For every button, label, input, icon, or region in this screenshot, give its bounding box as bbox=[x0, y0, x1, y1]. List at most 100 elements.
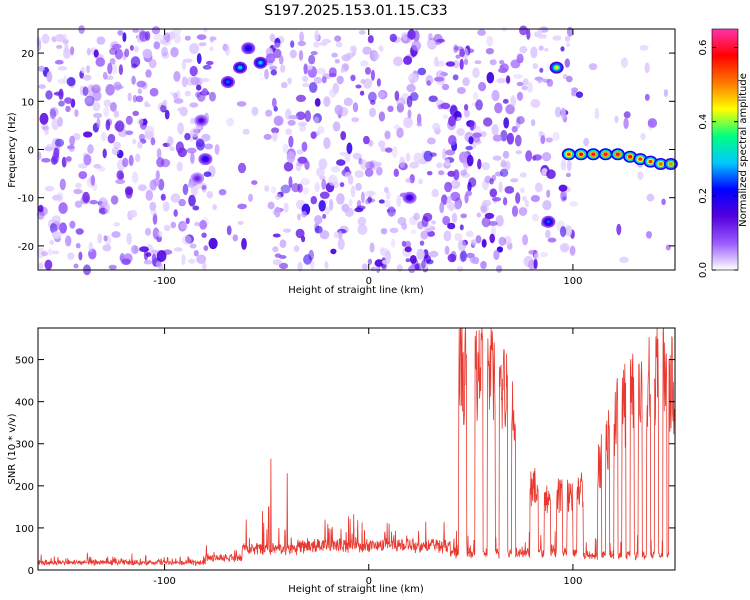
y-tick-label: 100 bbox=[15, 524, 34, 535]
spectrogram-cell bbox=[361, 263, 368, 270]
spectrogram-cell bbox=[182, 235, 192, 245]
spectrogram-cell bbox=[530, 195, 541, 202]
spectrogram-cell bbox=[396, 195, 402, 207]
spectrogram-cell bbox=[190, 117, 196, 125]
spectrogram-cell bbox=[558, 184, 568, 192]
spectrogram-cell bbox=[151, 249, 159, 255]
spectrogram-cell bbox=[644, 62, 650, 74]
spectrogram-cell bbox=[103, 235, 108, 242]
spectrogram-cell bbox=[242, 128, 250, 135]
spectrogram-cell bbox=[111, 63, 118, 75]
spectrogram-y-label: Frequency (Hz) bbox=[7, 112, 18, 188]
spectrogram-cell bbox=[272, 259, 282, 266]
spectrogram-cell bbox=[328, 67, 337, 77]
spectrogram-cell bbox=[78, 171, 88, 180]
spectrogram-cell bbox=[538, 45, 544, 51]
spectrogram-cell bbox=[270, 69, 277, 76]
spectrogram-cell bbox=[389, 227, 399, 233]
spectrogram-cell bbox=[272, 246, 279, 253]
spectrogram-cell bbox=[565, 172, 572, 178]
spectrogram-cell bbox=[646, 231, 652, 239]
spectrogram-cell bbox=[53, 91, 64, 96]
spectrogram-cell bbox=[532, 63, 538, 70]
spectrogram-cell bbox=[150, 137, 156, 146]
colorbar-tick-label: 0.0 bbox=[698, 262, 709, 278]
x-tick-label: 100 bbox=[563, 276, 582, 287]
spectrogram-cell bbox=[442, 114, 448, 119]
spectrogram-cell bbox=[312, 41, 320, 48]
spectrogram-cell bbox=[170, 221, 177, 229]
spectrogram-cell bbox=[151, 253, 157, 264]
spectrogram-cell bbox=[409, 255, 417, 264]
spectrogram-cell bbox=[58, 202, 68, 214]
spectrogram-hotspot bbox=[615, 152, 620, 156]
spectrogram-cell bbox=[427, 137, 436, 145]
spectrogram-cell bbox=[472, 132, 482, 138]
spectrogram-cell bbox=[321, 178, 327, 190]
spectrogram-cell bbox=[83, 154, 92, 166]
spectrogram-cell bbox=[319, 230, 330, 240]
spectrogram-cell bbox=[80, 66, 86, 74]
spectrogram-cell bbox=[86, 47, 91, 56]
snr-y-ticks: 0 100 200 300 400 500 bbox=[15, 356, 675, 577]
spectrogram-cell bbox=[267, 201, 275, 210]
spectrogram-cell bbox=[334, 59, 340, 64]
spectrogram-cell bbox=[502, 98, 509, 104]
spectrogram-cell bbox=[115, 179, 126, 185]
spectrogram-cell bbox=[457, 239, 467, 252]
y-tick-label: 500 bbox=[15, 356, 34, 367]
spectrogram-cell bbox=[90, 174, 95, 186]
spectrogram-cell bbox=[404, 246, 412, 253]
spectrogram-cell bbox=[477, 29, 486, 36]
spectrogram-cell bbox=[381, 259, 391, 265]
spectrogram-cell bbox=[364, 161, 375, 170]
spectrogram-cell bbox=[393, 168, 399, 177]
spectrogram-cell bbox=[272, 48, 282, 59]
spectrogram-cell bbox=[274, 37, 281, 48]
spectrogram-cell bbox=[164, 109, 170, 120]
spectrogram-cell bbox=[407, 109, 412, 119]
spectrogram-cell bbox=[449, 105, 458, 117]
spectrogram-cell bbox=[448, 135, 457, 146]
spectrogram-cell bbox=[540, 135, 546, 145]
spectrogram-cell bbox=[109, 47, 118, 56]
spectrogram-cell bbox=[571, 87, 579, 93]
spectrogram-cell bbox=[532, 155, 537, 161]
spectrogram-cell bbox=[308, 249, 315, 261]
spectrogram-cell bbox=[131, 171, 139, 184]
spectrogram-cell bbox=[409, 161, 419, 169]
spectrogram-cell bbox=[359, 90, 365, 96]
spectrogram-cell bbox=[55, 33, 66, 43]
spectrogram-cell bbox=[201, 185, 207, 190]
spectrogram-cell bbox=[241, 238, 247, 250]
spectrogram-cell bbox=[539, 67, 544, 73]
spectrogram-cell bbox=[511, 205, 519, 217]
spectrogram-cell bbox=[358, 30, 366, 35]
spectrogram-cell bbox=[189, 102, 199, 108]
spectrogram-cell bbox=[46, 71, 53, 83]
spectrogram-cell bbox=[280, 64, 286, 73]
spectrogram-cell bbox=[263, 133, 272, 140]
spectrogram-cell bbox=[314, 225, 323, 234]
spectrogram-cell bbox=[465, 230, 474, 237]
spectrogram-cell bbox=[88, 241, 93, 253]
spectrogram-cell bbox=[75, 243, 81, 249]
spectrogram-cell bbox=[51, 231, 62, 240]
spectrogram-cell bbox=[396, 103, 405, 113]
spectrogram-cell bbox=[109, 58, 116, 65]
spectrogram-cell bbox=[265, 53, 276, 64]
spectrogram-cell bbox=[102, 244, 112, 252]
spectrogram-cell bbox=[528, 249, 538, 255]
spectrogram-cell bbox=[64, 97, 73, 104]
spectrogram-cell bbox=[335, 41, 343, 48]
spectrogram-cell bbox=[161, 46, 169, 57]
spectrogram-cell bbox=[448, 115, 456, 127]
spectrogram-cell bbox=[58, 100, 65, 107]
spectrogram-cell bbox=[513, 74, 523, 79]
spectrogram-cell bbox=[569, 201, 579, 207]
spectrogram-cell bbox=[156, 157, 165, 168]
spectrogram-cell bbox=[511, 125, 518, 133]
spectrogram-cell bbox=[323, 96, 331, 107]
spectrogram-cell bbox=[368, 191, 376, 196]
spectrogram-cell bbox=[496, 78, 506, 84]
